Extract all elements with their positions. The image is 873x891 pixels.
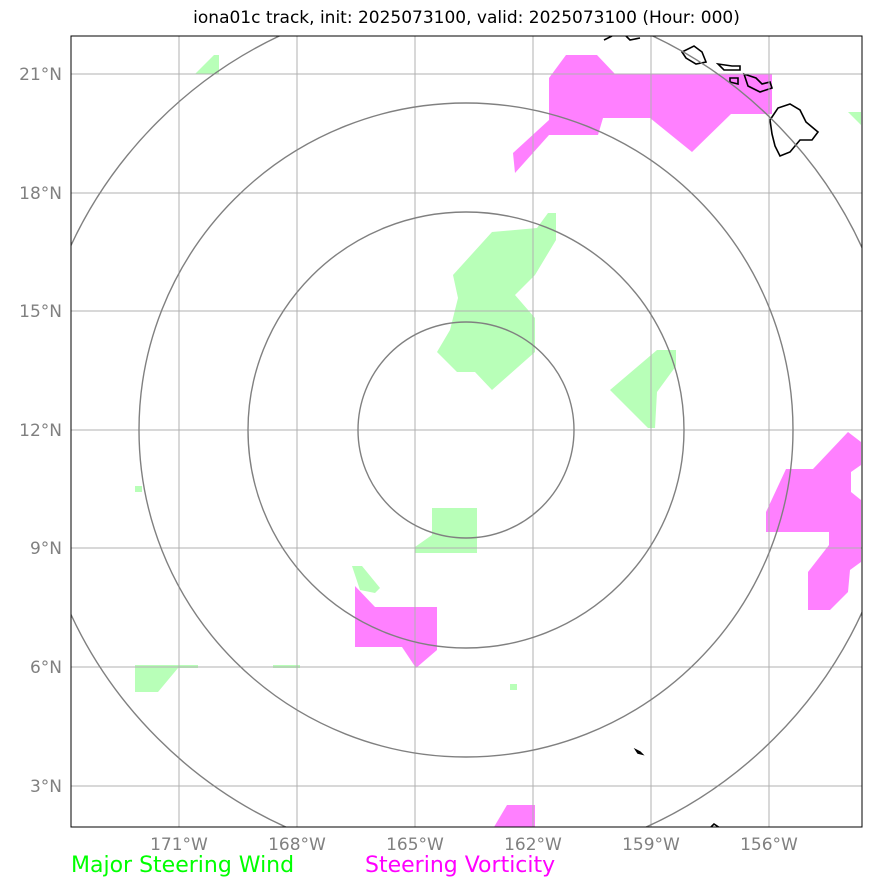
legend-steering-wind: Major Steering Wind bbox=[71, 853, 295, 878]
wind-region bbox=[415, 508, 477, 553]
lon-tick-labels: 171°W 168°W 165°W 162°W 159°W 156°W bbox=[150, 835, 798, 855]
lon-tick-label: 159°W bbox=[622, 835, 680, 855]
lat-tick-labels: 21°N 18°N 15°N 12°N 9°N 6°N 3°N bbox=[19, 65, 62, 797]
wind-region bbox=[510, 684, 517, 690]
vorticity-region bbox=[513, 55, 772, 173]
plot-frame bbox=[70, 35, 863, 828]
lon-tick-label: 168°W bbox=[268, 835, 326, 855]
coastlines bbox=[603, 36, 820, 827]
map-title: iona01c track, init: 2025073100, valid: … bbox=[193, 8, 740, 28]
wind-region bbox=[610, 350, 676, 428]
wind-region bbox=[848, 112, 861, 125]
coastline-oahu bbox=[680, 45, 708, 65]
coastline-kauai bbox=[603, 36, 641, 41]
lat-tick-label: 9°N bbox=[30, 539, 62, 559]
range-ring bbox=[247, 211, 685, 649]
range-ring bbox=[357, 321, 575, 539]
coastline-lanai bbox=[729, 77, 739, 86]
lon-tick-label: 162°W bbox=[504, 835, 562, 855]
lon-tick-label: 165°W bbox=[386, 835, 444, 855]
coastline-maui bbox=[742, 72, 774, 93]
wind-region bbox=[135, 665, 198, 692]
coastline-islet bbox=[633, 747, 645, 756]
lon-tick-label: 156°W bbox=[740, 835, 798, 855]
gridlines bbox=[71, 36, 862, 827]
range-rings bbox=[71, 36, 862, 827]
wind-region bbox=[352, 566, 380, 593]
legend-steering-vorticity: Steering Vorticity bbox=[365, 853, 556, 878]
lat-tick-label: 15°N bbox=[19, 302, 62, 322]
lat-tick-label: 12°N bbox=[19, 421, 62, 441]
lat-tick-label: 6°N bbox=[30, 658, 62, 678]
range-ring bbox=[138, 102, 794, 758]
lon-tick-label: 171°W bbox=[150, 835, 208, 855]
range-ring bbox=[71, 36, 862, 827]
wind-region bbox=[195, 55, 219, 74]
lat-tick-label: 21°N bbox=[19, 65, 62, 85]
lat-tick-label: 18°N bbox=[19, 184, 62, 204]
steering-vorticity-regions bbox=[355, 55, 861, 827]
lat-tick-label: 3°N bbox=[30, 777, 62, 797]
wind-region bbox=[437, 213, 556, 390]
vorticity-region bbox=[494, 805, 535, 827]
coastline-molokai bbox=[715, 62, 741, 71]
wind-region bbox=[135, 486, 142, 492]
steering-wind-regions bbox=[135, 55, 861, 692]
vorticity-region bbox=[355, 586, 437, 668]
coastline-hawaii-big-island bbox=[769, 103, 820, 158]
